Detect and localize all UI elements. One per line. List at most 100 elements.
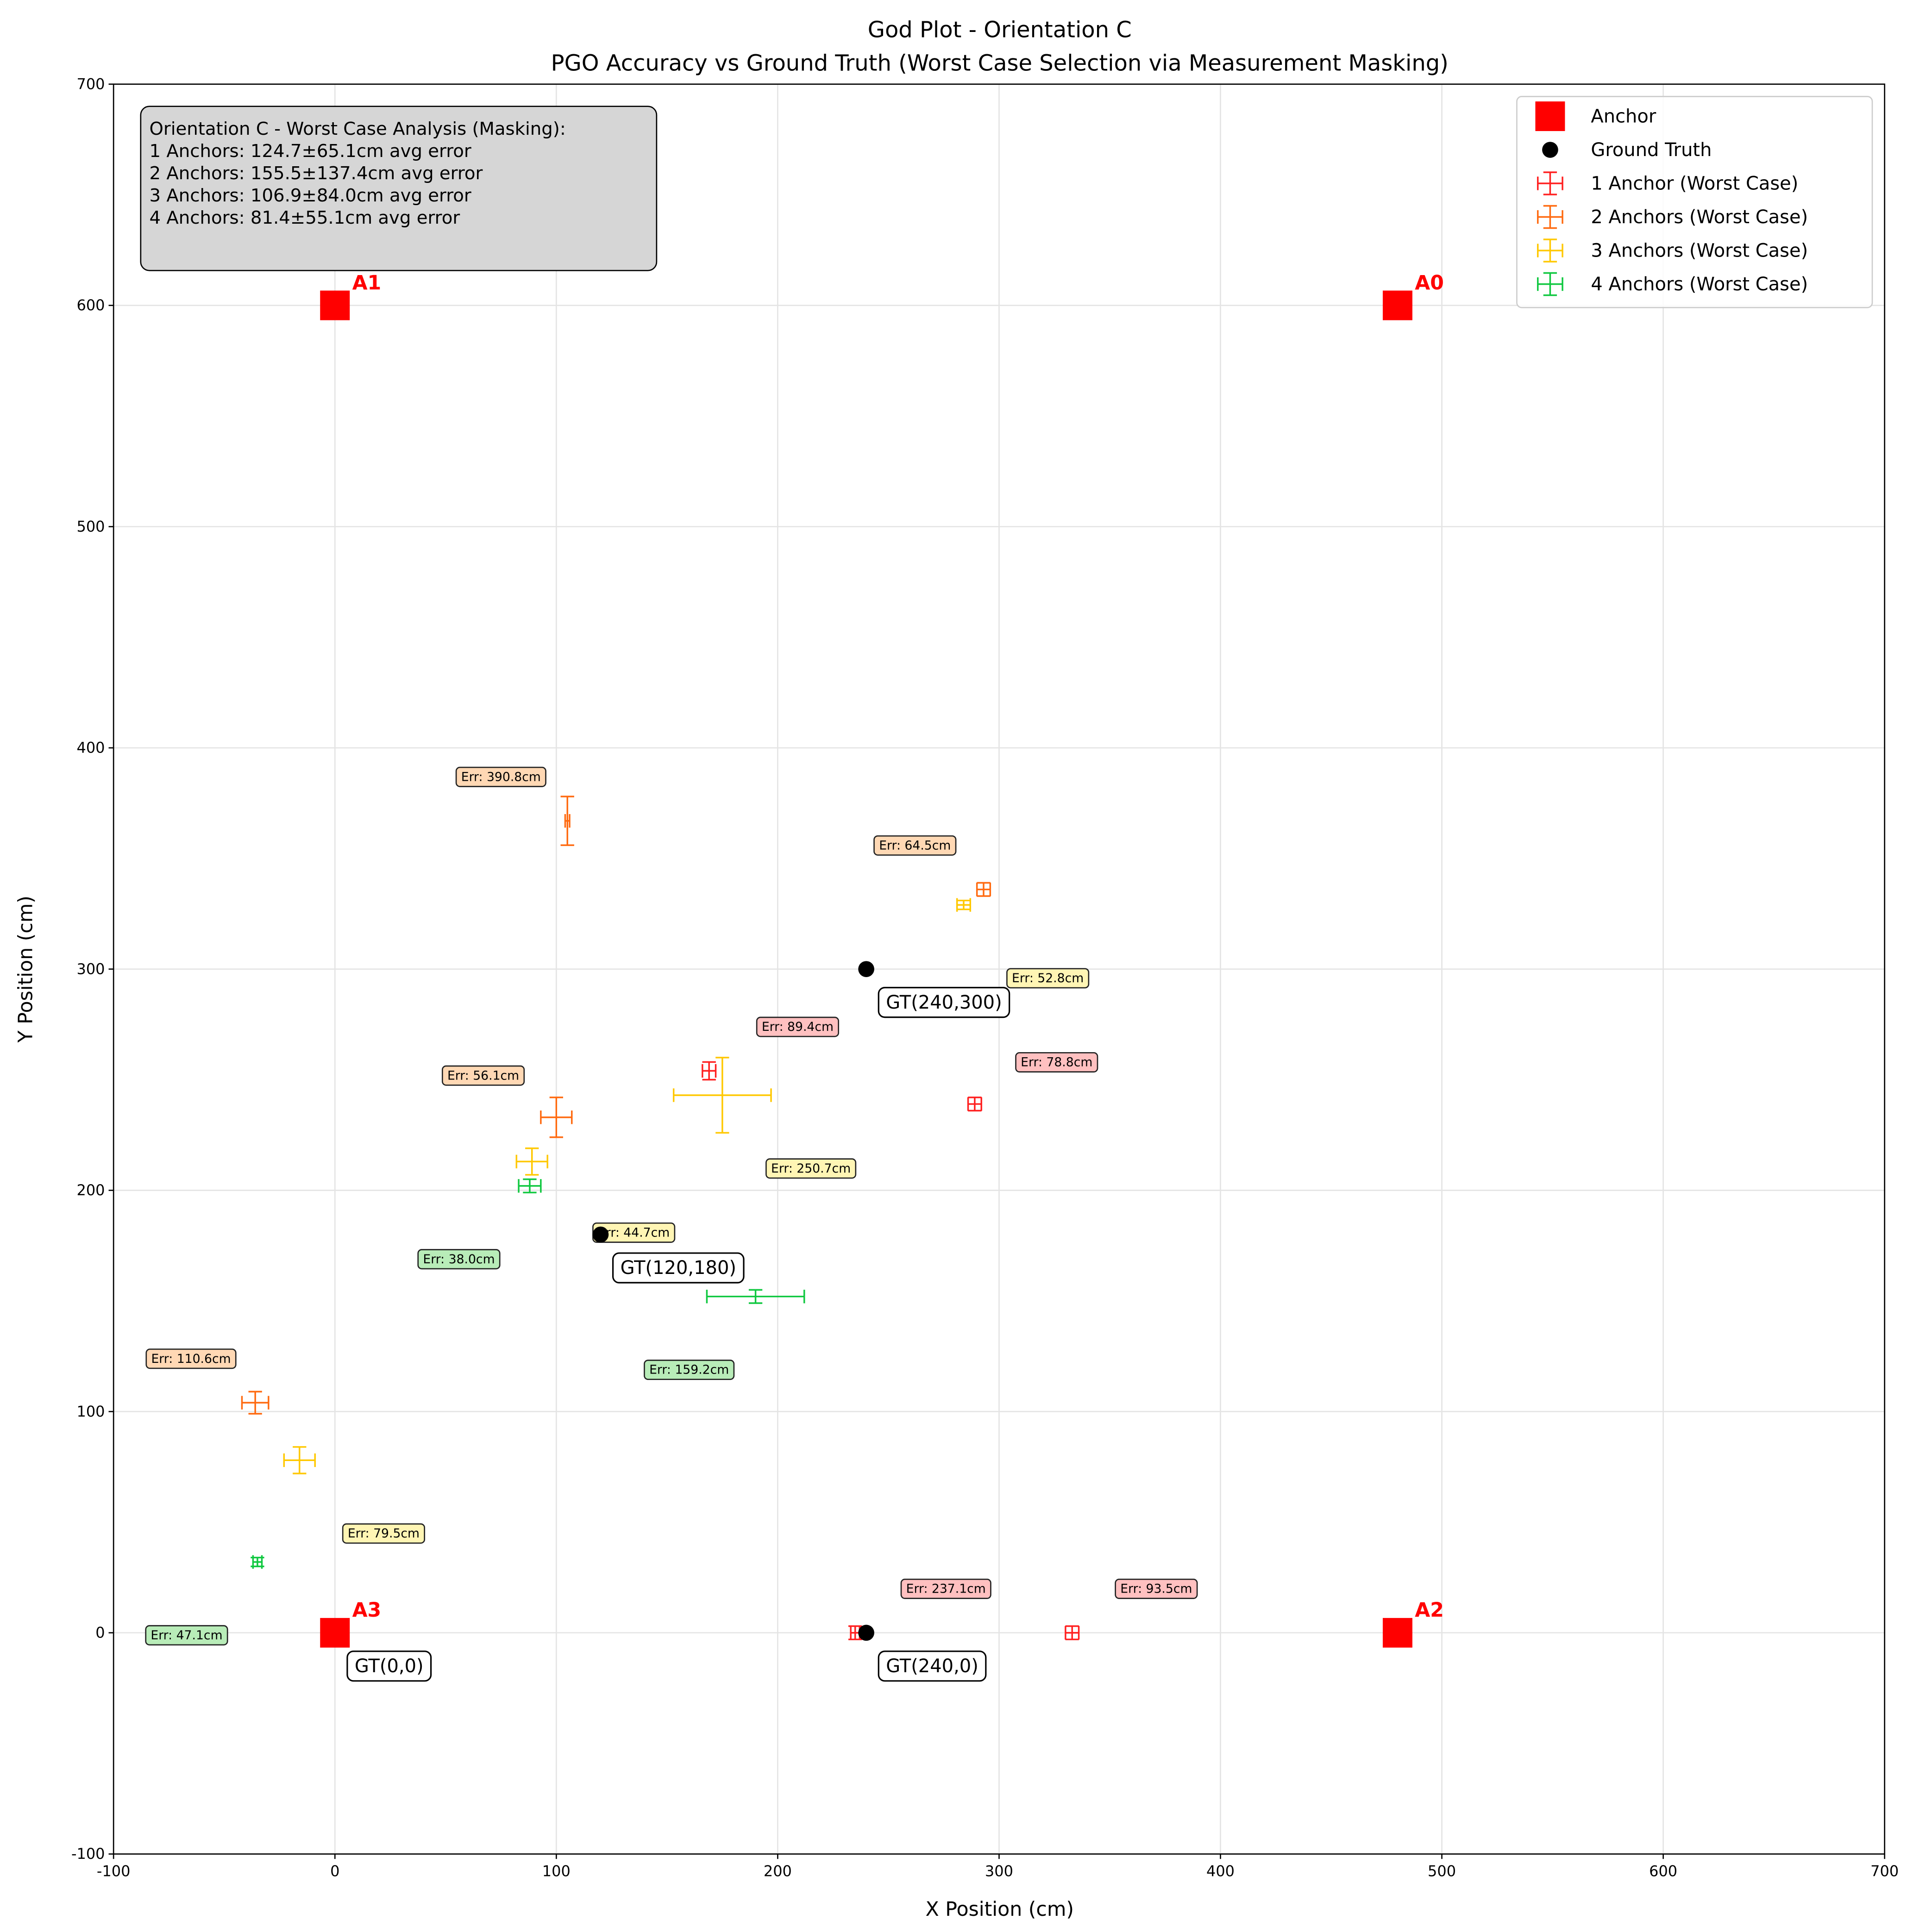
legend-label: Anchor [1591,106,1656,127]
error-label-box [417,1249,501,1270]
ground-truth-point [858,1625,874,1641]
error-label-box [441,1065,525,1086]
chart-title: God Plot - Orientation C [868,17,1132,43]
y-axis-label: Y Position (cm) [14,896,37,1043]
legend-item: Anchor [1535,101,1656,132]
data-point [1065,1625,1080,1640]
error-label: Err: 78.8cm [1015,1052,1098,1073]
ground-truth-label: GT(120,180) [612,1252,745,1284]
series-4-anchor: Err: 38.0cm Err: 159.2cm Err: 47.1cm [145,1178,805,1646]
x-tick-label: 100 [542,1863,571,1880]
legend-item: 4 Anchors (Worst Case) [1537,272,1808,296]
y-tick-label: 100 [77,1403,105,1420]
error-label: Err: 237.1cm [900,1578,991,1599]
error-label: Err: 38.0cm [417,1249,501,1270]
error-label-box [342,1523,426,1544]
legend-label: 3 Anchors (Worst Case) [1591,240,1808,261]
error-label-box [644,1360,735,1380]
x-tick-label: 0 [330,1863,339,1880]
error-label-text: Err: 44.7cm [598,1225,670,1240]
ground-truth-label-text: GT(240,0) [886,1656,978,1677]
data-point [283,1446,316,1474]
data-point [706,1289,805,1304]
anchor-marker [320,1618,350,1648]
anchor-marker [1382,1618,1412,1648]
legend-ground-truth-icon [1542,142,1558,158]
error-label-text: Err: 78.8cm [1021,1055,1092,1070]
legend-anchor-icon [1535,101,1565,132]
anchor-label: A2 [1415,1599,1444,1622]
y-tick-label: 400 [77,739,105,757]
y-tick-label: 600 [77,296,105,314]
x-tick-label: 400 [1206,1863,1235,1880]
ground-truth-label-box [346,1650,432,1682]
error-label: Err: 79.5cm [342,1523,426,1544]
data-point [540,1097,573,1138]
error-label: Err: 159.2cm [644,1360,735,1380]
plot-marks: Err: 89.4cm Err: 78.8cm Err: 237.1cm Err: 9… [145,271,1444,1682]
x-tick-label: 700 [1870,1863,1899,1880]
y-tick-label: 0 [95,1624,105,1642]
ground-truth-point [858,961,874,977]
error-label: Err: 250.7cm [765,1158,857,1179]
ground-truth-label: GT(240,300) [878,987,1010,1018]
anchor-marker [1382,290,1412,320]
error-label-text: Err: 64.5cm [879,838,951,853]
summary-box: Orientation C - Worst Case Analysis (Mas… [140,106,658,271]
series-3-anchor: Err: 52.8cm Err: 250.7cm Err: 44.7cm Err: 7… [283,898,1090,1544]
error-label-text: Err: 390.8cm [461,770,541,784]
data-point [515,1147,548,1176]
error-label: Err: 93.5cm [1115,1578,1198,1599]
data-point [976,882,991,897]
legend-item: 1 Anchor (Worst Case) [1537,171,1798,195]
y-tick-label: 700 [77,75,105,93]
error-label: Err: 47.1cm [145,1625,228,1646]
axis-ticks: -100 0 100 200 300 400 500 600 700 -100 0 100 200 300… [71,75,1899,1880]
error-label-box [145,1625,228,1646]
data-point [672,1057,772,1134]
legend-label: 1 Anchor (Worst Case) [1591,173,1798,194]
summary-line: Orientation C - Worst Case Analysis (Mas… [149,119,565,139]
summary-line: 3 Anchors: 106.9±84.0cm avg error [149,185,471,206]
x-tick-label: 200 [764,1863,792,1880]
data-point [251,1555,264,1569]
error-label-box [455,766,546,787]
y-tick-label: 200 [77,1181,105,1199]
x-tick-label: 300 [985,1863,1013,1880]
error-label: Err: 64.5cm [873,835,957,856]
ground-truth-point [592,1226,609,1243]
error-label-text: Err: 89.4cm [762,1020,834,1034]
chart-subtitle: PGO Accuracy vs Ground Truth (Worst Case… [551,50,1449,76]
error-label-text: Err: 38.0cm [423,1252,495,1267]
ground-truth-label-text: GT(240,300) [886,992,1002,1013]
error-label-box [1006,968,1090,989]
error-label-text: Err: 47.1cm [151,1628,222,1643]
error-label-box [1015,1052,1098,1073]
x-tick-label: 600 [1649,1863,1677,1880]
error-label-box [873,835,957,856]
legend-label: 2 Anchors (Worst Case) [1591,207,1808,228]
legend-label: 4 Anchors (Worst Case) [1591,274,1808,295]
error-label-text: Err: 110.6cm [151,1352,231,1366]
error-label-text: Err: 52.8cm [1012,971,1084,985]
error-label: Err: 110.6cm [145,1349,237,1369]
anchor-label: A3 [352,1599,382,1622]
ground-truth-label-box [878,1650,987,1682]
data-point [848,1625,862,1640]
error-label-text: Err: 56.1cm [447,1068,519,1083]
anchor-label: A1 [352,271,382,295]
error-label-text: Err: 250.7cm [771,1161,851,1176]
error-label: Err: 390.8cm [455,766,546,787]
error-label-text: Err: 237.1cm [906,1582,986,1596]
data-point [560,796,574,846]
data-point [241,1391,270,1415]
legend-item: 2 Anchors (Worst Case) [1537,205,1808,229]
summary-line: 1 Anchors: 124.7±65.1cm avg error [149,141,471,162]
series-1-anchor: Err: 89.4cm Err: 78.8cm Err: 237.1cm Err: 9… [702,1016,1198,1640]
x-tick-label: -100 [97,1863,131,1880]
legend: Anchor Ground Truth 1 Anchor (Worst Case) 2… [1516,96,1873,308]
summary-line: 4 Anchors: 81.4±55.1cm avg error [149,207,460,228]
legend-item: Ground Truth [1542,139,1712,161]
